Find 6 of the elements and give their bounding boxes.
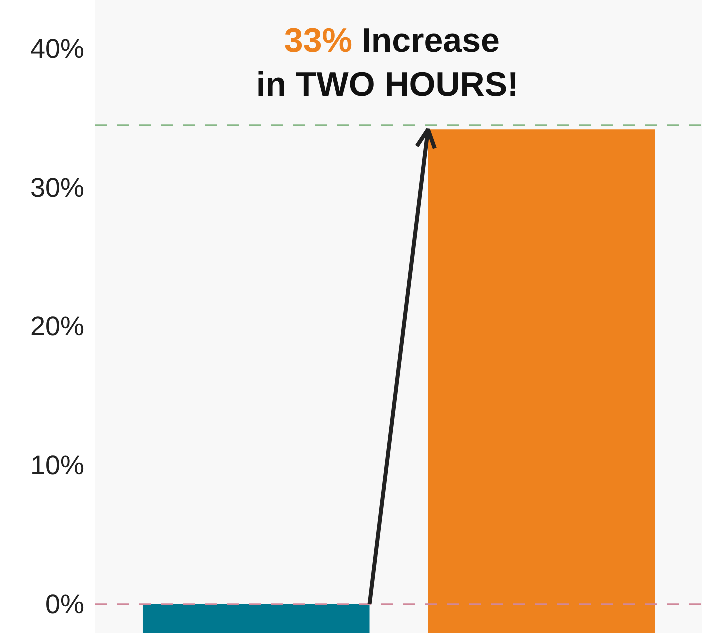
y-tick-label: 0% — [45, 589, 85, 620]
y-tick-label: 10% — [30, 450, 85, 481]
y-tick-label: 30% — [30, 172, 85, 203]
y-tick-label: 20% — [30, 312, 85, 342]
text: 33% Increase in TWO HOURS! — [256, 22, 519, 104]
y-tick-label: 40% — [30, 34, 85, 64]
